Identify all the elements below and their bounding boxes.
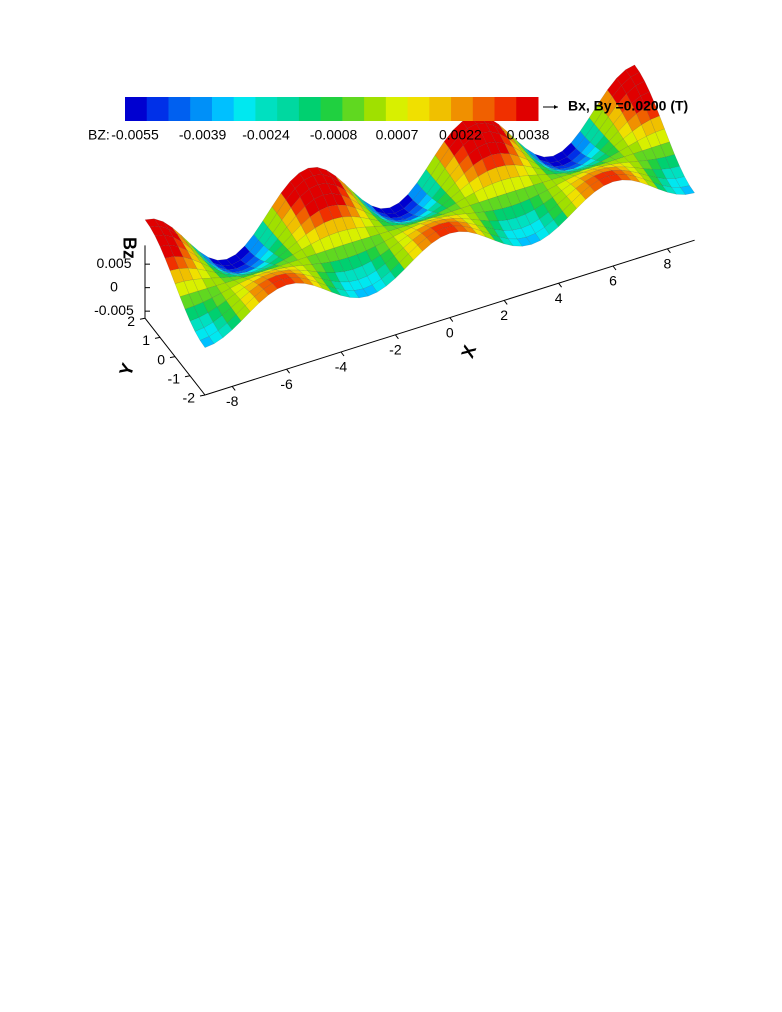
vector-reference-arrowhead bbox=[554, 105, 558, 109]
x-tick-label: 2 bbox=[500, 307, 508, 323]
colorbar-swatch bbox=[494, 97, 517, 121]
x-tick bbox=[231, 386, 236, 391]
x-tick-label: -8 bbox=[226, 393, 239, 409]
colorbar-swatch bbox=[320, 97, 343, 121]
colorbar-swatch bbox=[364, 97, 387, 121]
colorbar-swatch bbox=[298, 97, 322, 121]
colorbar-swatch bbox=[472, 97, 496, 121]
z-tick-label: 0.005 bbox=[96, 255, 131, 271]
y-tick bbox=[154, 336, 161, 339]
surface bbox=[144, 64, 695, 348]
x-tick-label: 0 bbox=[446, 324, 454, 340]
colorbar-tick-label: 0.0038 bbox=[507, 127, 550, 143]
surface-patch bbox=[680, 185, 695, 195]
colorbar-tick-label: 0.0007 bbox=[376, 127, 419, 143]
colorbar-tick-label: -0.0039 bbox=[179, 127, 227, 143]
x-tick-label: -4 bbox=[335, 359, 348, 375]
z-axis-title: Bz bbox=[119, 237, 139, 259]
y-tick-label: -2 bbox=[183, 390, 196, 406]
colorbar-swatch bbox=[385, 97, 409, 121]
x-tick bbox=[558, 282, 562, 288]
z-tick-label: -0.005 bbox=[94, 302, 134, 318]
y-tick-label: 0 bbox=[157, 351, 165, 367]
colorbar-tick-label: -0.0055 bbox=[111, 127, 159, 143]
colorbar-tick-label: -0.0024 bbox=[242, 127, 290, 143]
x-tick-label: 4 bbox=[555, 290, 563, 306]
colorbar-swatch bbox=[342, 97, 365, 121]
colorbar-swatch bbox=[146, 97, 169, 121]
colorbar-label: BZ: bbox=[88, 127, 110, 143]
y-tick bbox=[184, 375, 191, 378]
colorbar-swatch bbox=[233, 97, 256, 121]
colorbar-swatch bbox=[516, 97, 539, 121]
x-tick bbox=[449, 317, 454, 322]
x-tick bbox=[394, 334, 399, 340]
colorbar-swatch bbox=[407, 97, 430, 121]
x-tick-label: 6 bbox=[609, 273, 617, 289]
colorbar-tick-label: -0.0008 bbox=[310, 127, 358, 143]
y-axis-title: Y bbox=[115, 361, 138, 379]
x-tick bbox=[503, 300, 508, 305]
colorbar-swatch bbox=[255, 97, 278, 121]
y-tick bbox=[199, 394, 206, 397]
y-tick-label: 2 bbox=[127, 313, 135, 329]
y-tick bbox=[169, 356, 176, 359]
y-tick bbox=[139, 317, 146, 320]
x-tick bbox=[286, 368, 291, 374]
x-tick-label: -2 bbox=[389, 342, 402, 358]
x-tick-label: 8 bbox=[664, 256, 672, 272]
vector-label: Bx, By =0.0200 (T) bbox=[568, 98, 688, 114]
colorbar-swatch bbox=[451, 97, 474, 121]
colorbar-swatch bbox=[429, 97, 452, 121]
colorbar-swatch bbox=[125, 97, 148, 121]
colorbar-swatch bbox=[211, 97, 235, 121]
colorbar-swatch bbox=[190, 97, 213, 121]
x-tick bbox=[340, 351, 345, 357]
z-tick-label: 0 bbox=[110, 278, 118, 294]
colorbar-tick-label: 0.0022 bbox=[439, 127, 482, 143]
y-tick-label: -1 bbox=[168, 371, 181, 387]
x-axis-title: X bbox=[457, 343, 480, 361]
x-tick bbox=[612, 265, 617, 271]
colorbar-swatch bbox=[277, 97, 300, 121]
y-tick-label: 1 bbox=[142, 332, 150, 348]
x-tick bbox=[667, 248, 671, 254]
colorbar-swatch bbox=[168, 97, 191, 121]
x-tick-label: -6 bbox=[280, 376, 293, 392]
